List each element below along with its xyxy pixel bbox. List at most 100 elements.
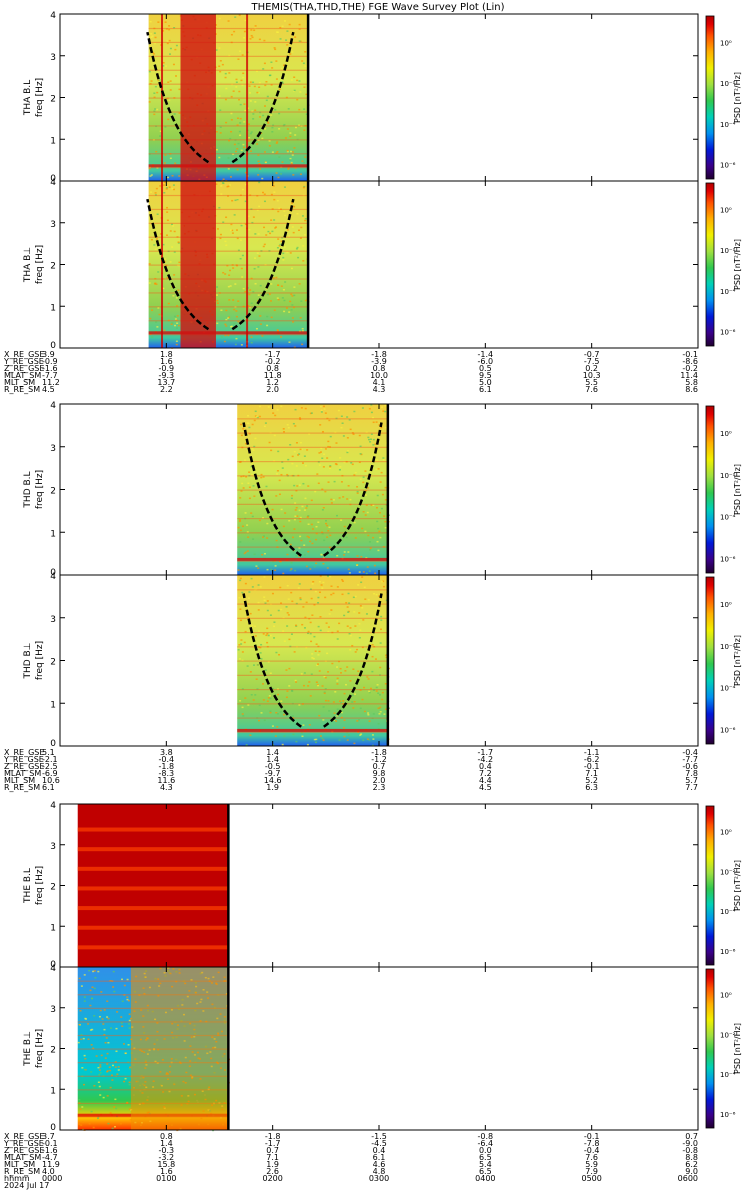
spectrogram-pixel bbox=[215, 183, 218, 185]
spectrogram-pixel bbox=[276, 31, 279, 33]
spectrogram-pixel bbox=[322, 581, 325, 584]
harmonic-band bbox=[148, 27, 309, 30]
spectrogram-pixel bbox=[278, 653, 281, 656]
ephemeris-row-label: X_RE_GSE bbox=[4, 1132, 44, 1141]
time-tick-label: 0100 bbox=[156, 1174, 176, 1183]
spectrogram-pixel bbox=[218, 95, 221, 97]
cyclotron-curve bbox=[146, 198, 210, 331]
spectrogram-pixel bbox=[169, 157, 172, 160]
spectrogram-pixel bbox=[373, 645, 376, 648]
spectrogram-pixel bbox=[276, 409, 279, 411]
spectrogram-pixel bbox=[257, 174, 260, 176]
spectrogram-pixel bbox=[353, 611, 356, 613]
spectrogram-pixel bbox=[303, 185, 306, 188]
spectrogram-pixel bbox=[376, 684, 379, 686]
spectrogram-pixel bbox=[244, 200, 247, 203]
spectrogram-pixel bbox=[291, 494, 294, 497]
spectrogram-pixel bbox=[178, 175, 181, 177]
spectrogram-pixel bbox=[288, 685, 291, 687]
spectrogram-pixel bbox=[83, 974, 86, 976]
spectrogram-pixel bbox=[311, 583, 314, 585]
spectrogram-pixel bbox=[249, 194, 252, 196]
spectrogram-pixel bbox=[286, 251, 289, 253]
spectrogram-pixel bbox=[166, 97, 169, 100]
spectrogram-pixel bbox=[106, 1070, 109, 1073]
spectrogram-data bbox=[237, 575, 390, 747]
ephemeris-value: -8.6 bbox=[682, 357, 698, 366]
spectrogram-pixel bbox=[357, 584, 360, 586]
spectrogram-pixel bbox=[369, 438, 372, 441]
spectrogram-pixel bbox=[291, 462, 294, 465]
spectrogram-pixel bbox=[241, 651, 244, 653]
y-tick-label: 3 bbox=[50, 444, 56, 454]
ephemeris-value: -0.1 bbox=[584, 762, 600, 771]
spectrogram-pixel bbox=[275, 142, 278, 144]
spectrogram-pixel bbox=[157, 21, 160, 23]
spectrogram-pixel bbox=[346, 666, 349, 668]
spectrogram-pixel bbox=[257, 601, 260, 604]
spectrogram-pixel bbox=[229, 137, 232, 140]
spectrogram-pixel bbox=[301, 343, 304, 346]
spectrogram-pixel bbox=[250, 277, 253, 280]
harmonic-band bbox=[237, 503, 388, 505]
spectrogram-pixel bbox=[277, 693, 280, 696]
spectrogram-pixel bbox=[149, 175, 152, 177]
spectrogram-pixel bbox=[343, 614, 346, 617]
spectrogram-pixel bbox=[239, 461, 242, 463]
spectrogram-pixel bbox=[361, 527, 364, 530]
spectrogram-pixel bbox=[304, 124, 307, 127]
spectrogram-pixel bbox=[336, 638, 339, 640]
ephemeris-value: 4.5 bbox=[479, 783, 492, 792]
spectrogram-pixel bbox=[255, 588, 258, 591]
spectrogram-pixel bbox=[259, 586, 262, 588]
spectrogram-pixel bbox=[298, 704, 301, 706]
ephemeris-value: 11.8 bbox=[264, 371, 282, 380]
spectrogram-pixel bbox=[316, 664, 319, 666]
spectrogram-pixel bbox=[264, 422, 267, 424]
spectrogram-pixel bbox=[310, 412, 313, 414]
spectrogram-pixel bbox=[305, 565, 308, 568]
spectrogram-pixel bbox=[228, 54, 231, 57]
spectrogram-pixel bbox=[275, 226, 278, 228]
spectrogram-pixel bbox=[97, 1066, 100, 1069]
spectrogram-pixel bbox=[258, 86, 261, 88]
spectrogram-pixel bbox=[252, 216, 255, 218]
spectrogram-pixel bbox=[272, 277, 275, 279]
spectrogram-pixel bbox=[266, 315, 269, 318]
spectrogram-pixel bbox=[298, 555, 301, 557]
spectrogram-pixel bbox=[370, 404, 373, 406]
spectrogram-pixel bbox=[121, 978, 124, 981]
spectrogram-pixel bbox=[341, 474, 344, 477]
spectrogram-pixel bbox=[240, 434, 243, 437]
harmonic-band bbox=[148, 194, 309, 197]
spectrogram-pixel bbox=[290, 561, 293, 564]
ephemeris-row-label: R_RE_SM bbox=[4, 1167, 40, 1176]
colorbar bbox=[705, 405, 715, 574]
spectrogram-pixel bbox=[272, 560, 275, 563]
spectrogram-pixel bbox=[384, 426, 387, 429]
spectrogram-pixel bbox=[307, 630, 310, 633]
spectrogram-pixel bbox=[283, 310, 286, 313]
panel-name-label: THD B.L bbox=[23, 471, 33, 508]
spectrogram-pixel bbox=[382, 410, 385, 412]
spectrogram-pixel bbox=[269, 634, 272, 637]
spectrogram-pixel bbox=[249, 132, 252, 135]
spectrogram-pixel bbox=[281, 236, 284, 239]
ephemeris-value: 1.4 bbox=[266, 755, 279, 764]
ephemeris-value: 6.1 bbox=[479, 385, 492, 394]
spectrogram-pixel bbox=[261, 137, 264, 140]
ephemeris-row-label: Y_RE_GSE bbox=[3, 755, 44, 764]
spectrogram-pixel bbox=[324, 448, 327, 450]
ephemeris-value: -0.4 bbox=[682, 748, 698, 757]
spectrogram-pixel bbox=[284, 214, 287, 217]
spectrogram-pixel bbox=[279, 38, 282, 40]
spectrogram-pixel bbox=[218, 156, 221, 159]
cyclotron-curve bbox=[146, 31, 210, 164]
spectrogram-pixel bbox=[327, 671, 330, 673]
spectrogram-pixel bbox=[256, 416, 259, 419]
spectrogram-pixel bbox=[80, 1038, 83, 1041]
spectrogram-pixel bbox=[226, 185, 229, 188]
spectrogram-pixel bbox=[321, 587, 324, 589]
ephemeris-value: -0.8 bbox=[478, 1132, 494, 1141]
